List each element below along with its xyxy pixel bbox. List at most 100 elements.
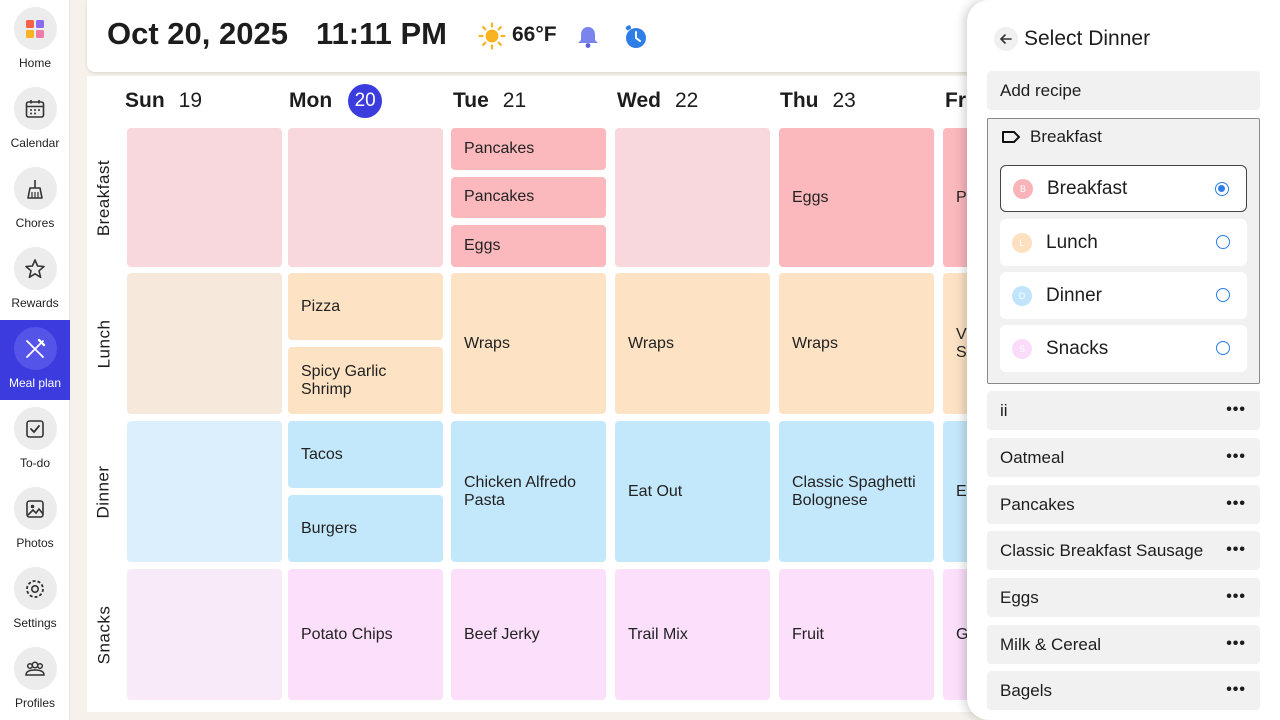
recipe-name: Classic Breakfast Sausage <box>1000 540 1204 560</box>
day-header[interactable]: Tue 21 <box>453 85 526 117</box>
empty-meal-slot[interactable] <box>127 569 282 700</box>
meal-card[interactable]: Eggs <box>779 128 934 267</box>
recipe-item[interactable]: Oatmeal ••• <box>987 438 1260 477</box>
more-options-icon[interactable]: ••• <box>1226 448 1246 465</box>
nav-item-to-do[interactable]: To-do <box>0 400 70 480</box>
row-label-snacks: Snacks <box>91 569 117 700</box>
recipe-item[interactable]: Eggs ••• <box>987 578 1260 617</box>
sun-icon <box>478 22 506 50</box>
gear-icon <box>13 567 57 610</box>
meal-card[interactable]: Pizza <box>288 273 443 340</box>
add-recipe-button[interactable]: Add recipe <box>987 71 1260 110</box>
nav-item-meal-plan[interactable]: Meal plan <box>0 320 70 400</box>
top-header: Oct 20, 2025 11:11 PM 66°F <box>87 0 1087 72</box>
profiles-icon <box>13 647 57 690</box>
day-header[interactable]: Fri <box>945 85 986 117</box>
day-date: 22 <box>674 89 699 112</box>
calendar-icon <box>13 87 57 130</box>
more-options-icon[interactable]: ••• <box>1226 541 1246 558</box>
recipe-item[interactable]: Classic Breakfast Sausage ••• <box>987 531 1260 570</box>
category-option-label: Snacks <box>1046 337 1109 359</box>
meal-card[interactable]: Eggs <box>451 225 606 267</box>
clock-icon[interactable] <box>623 24 649 50</box>
more-options-icon[interactable]: ••• <box>1226 401 1246 418</box>
day-header[interactable]: Wed 22 <box>617 85 698 117</box>
category-option-breakfast[interactable]: B Breakfast <box>1000 165 1247 212</box>
panel-title: Select Dinner <box>1024 27 1151 50</box>
category-option-label: Dinner <box>1046 284 1102 306</box>
category-color-dot: L <box>1012 232 1032 253</box>
meal-card[interactable]: Tacos <box>288 421 443 488</box>
category-option-dinner[interactable]: D Dinner <box>1000 272 1247 319</box>
row-label-dinner: Dinner <box>91 421 117 562</box>
more-options-icon[interactable]: ••• <box>1226 495 1246 512</box>
nav-label: Home <box>18 56 51 70</box>
category-selector: Breakfast B Breakfast L Lunch D Dinner S Snacks <box>987 118 1260 384</box>
meal-card[interactable]: Chicken Alfredo Pasta <box>451 421 606 562</box>
nav-label: Chores <box>15 216 55 230</box>
nav-item-settings[interactable]: Settings <box>0 560 70 640</box>
nav-label: Settings <box>13 616 57 630</box>
day-name: Mon <box>289 89 333 112</box>
meal-card[interactable]: Pancakes <box>451 128 606 170</box>
category-color-dot: D <box>1012 285 1032 306</box>
empty-meal-slot[interactable] <box>127 128 282 267</box>
radio-button[interactable] <box>1216 235 1230 249</box>
more-options-icon[interactable]: ••• <box>1226 588 1246 605</box>
nav-item-rewards[interactable]: Rewards <box>0 240 70 320</box>
category-option-lunch[interactable]: L Lunch <box>1000 219 1247 266</box>
meal-card[interactable]: Fruit <box>779 569 934 700</box>
more-options-icon[interactable]: ••• <box>1226 681 1246 698</box>
meal-card[interactable]: Eat Out <box>615 421 770 562</box>
bell-icon[interactable] <box>575 24 601 50</box>
meal-card[interactable]: Pancakes <box>451 176 606 219</box>
nav-label: To-do <box>19 456 51 470</box>
nav-item-photos[interactable]: Photos <box>0 480 70 560</box>
nav-label: Photos <box>16 536 54 550</box>
category-color-dot: S <box>1012 338 1032 359</box>
back-button[interactable] <box>994 27 1018 51</box>
meal-card[interactable]: Classic Spaghetti Bolognese <box>779 421 934 562</box>
recipe-name: Milk & Cereal <box>1000 634 1102 654</box>
meal-card[interactable]: Beef Jerky <box>451 569 606 700</box>
nav-item-profiles[interactable]: Profiles <box>0 640 70 720</box>
day-header[interactable]: Thu 23 <box>780 85 856 117</box>
recipe-name: ii <box>1000 400 1008 420</box>
meal-card[interactable]: Wraps <box>779 273 934 414</box>
empty-meal-slot[interactable] <box>127 421 282 562</box>
radio-button[interactable] <box>1216 288 1230 302</box>
star-icon <box>13 247 57 290</box>
meal-card[interactable]: Spicy Garlic Shrimp <box>288 347 443 414</box>
nav-item-calendar[interactable]: Calendar <box>0 80 70 160</box>
radio-button[interactable] <box>1216 341 1230 355</box>
radio-button[interactable] <box>1215 182 1229 196</box>
nav-item-home[interactable]: Home <box>0 0 70 80</box>
empty-meal-slot[interactable] <box>127 273 282 414</box>
day-header[interactable]: Mon 20 <box>289 84 383 118</box>
category-header[interactable]: Breakfast <box>1001 127 1102 147</box>
meal-type-label: Breakfast <box>94 159 113 236</box>
recipe-item[interactable]: Pancakes ••• <box>987 485 1260 524</box>
category-label: Breakfast <box>1030 127 1102 146</box>
recipe-item[interactable]: ii ••• <box>987 391 1260 430</box>
meal-card[interactable]: Wraps <box>451 273 606 414</box>
empty-meal-slot[interactable] <box>288 128 443 267</box>
meal-card[interactable]: Wraps <box>615 273 770 414</box>
more-options-icon[interactable]: ••• <box>1226 635 1246 652</box>
meal-card[interactable]: Burgers <box>288 495 443 562</box>
home-icon <box>13 7 57 50</box>
empty-meal-slot[interactable] <box>615 128 770 267</box>
photos-icon <box>13 487 57 530</box>
day-name: Thu <box>780 89 819 112</box>
recipe-item[interactable]: Milk & Cereal ••• <box>987 625 1260 664</box>
meal-card[interactable]: Potato Chips <box>288 569 443 700</box>
recipe-item[interactable]: Bagels ••• <box>987 671 1260 710</box>
day-date: 23 <box>832 89 856 112</box>
utensils-icon <box>13 327 57 370</box>
day-header[interactable]: Sun 19 <box>125 85 202 117</box>
day-name: Fri <box>945 89 972 112</box>
category-option-snacks[interactable]: S Snacks <box>1000 325 1247 372</box>
nav-item-chores[interactable]: Chores <box>0 160 70 240</box>
meal-card[interactable]: Trail Mix <box>615 569 770 700</box>
nav-label: Meal plan <box>8 376 62 390</box>
